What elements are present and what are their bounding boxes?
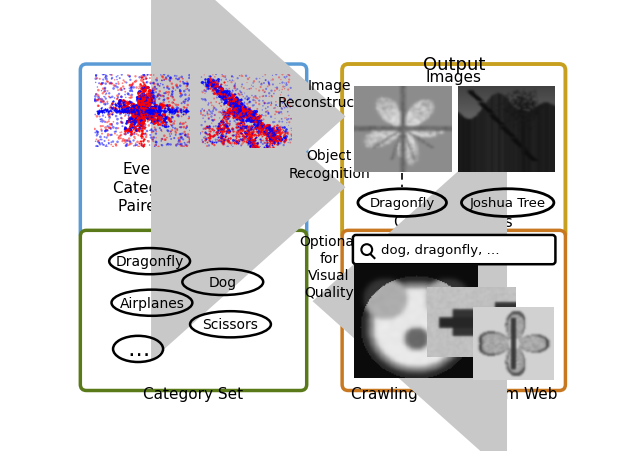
Text: Category Labels: Category Labels — [113, 180, 237, 195]
Text: Input: Input — [170, 56, 217, 74]
Text: Optional
for
Visual
Quality: Optional for Visual Quality — [300, 234, 358, 300]
Text: Dragonfly: Dragonfly — [115, 254, 184, 268]
Text: Airplanes: Airplanes — [120, 296, 185, 310]
Text: Events: Events — [123, 162, 175, 177]
Text: Category Set: Category Set — [144, 386, 244, 401]
FancyBboxPatch shape — [342, 65, 566, 240]
Text: Dragonfly: Dragonfly — [370, 197, 435, 210]
Text: Output: Output — [423, 56, 485, 74]
Text: Category Labels: Category Labels — [394, 215, 513, 230]
Text: Image
Reconstruction: Image Reconstruction — [277, 78, 381, 110]
Text: Joshua Tree: Joshua Tree — [469, 197, 546, 210]
Text: Crawling Images from Web: Crawling Images from Web — [350, 386, 557, 401]
Text: ✕: ✕ — [224, 194, 245, 218]
FancyBboxPatch shape — [342, 231, 566, 391]
Text: …: … — [127, 339, 149, 359]
Text: Paired Images: Paired Images — [118, 199, 226, 214]
Text: Object
Recognition: Object Recognition — [288, 149, 370, 180]
Text: ✕: ✕ — [224, 176, 245, 200]
Text: Dog: Dog — [209, 275, 237, 289]
Text: Scissors: Scissors — [202, 318, 258, 331]
FancyBboxPatch shape — [353, 235, 556, 265]
FancyBboxPatch shape — [81, 231, 307, 391]
Text: dog, dragonfly, …: dog, dragonfly, … — [381, 244, 499, 257]
Text: Images: Images — [426, 70, 482, 85]
FancyBboxPatch shape — [81, 65, 307, 240]
